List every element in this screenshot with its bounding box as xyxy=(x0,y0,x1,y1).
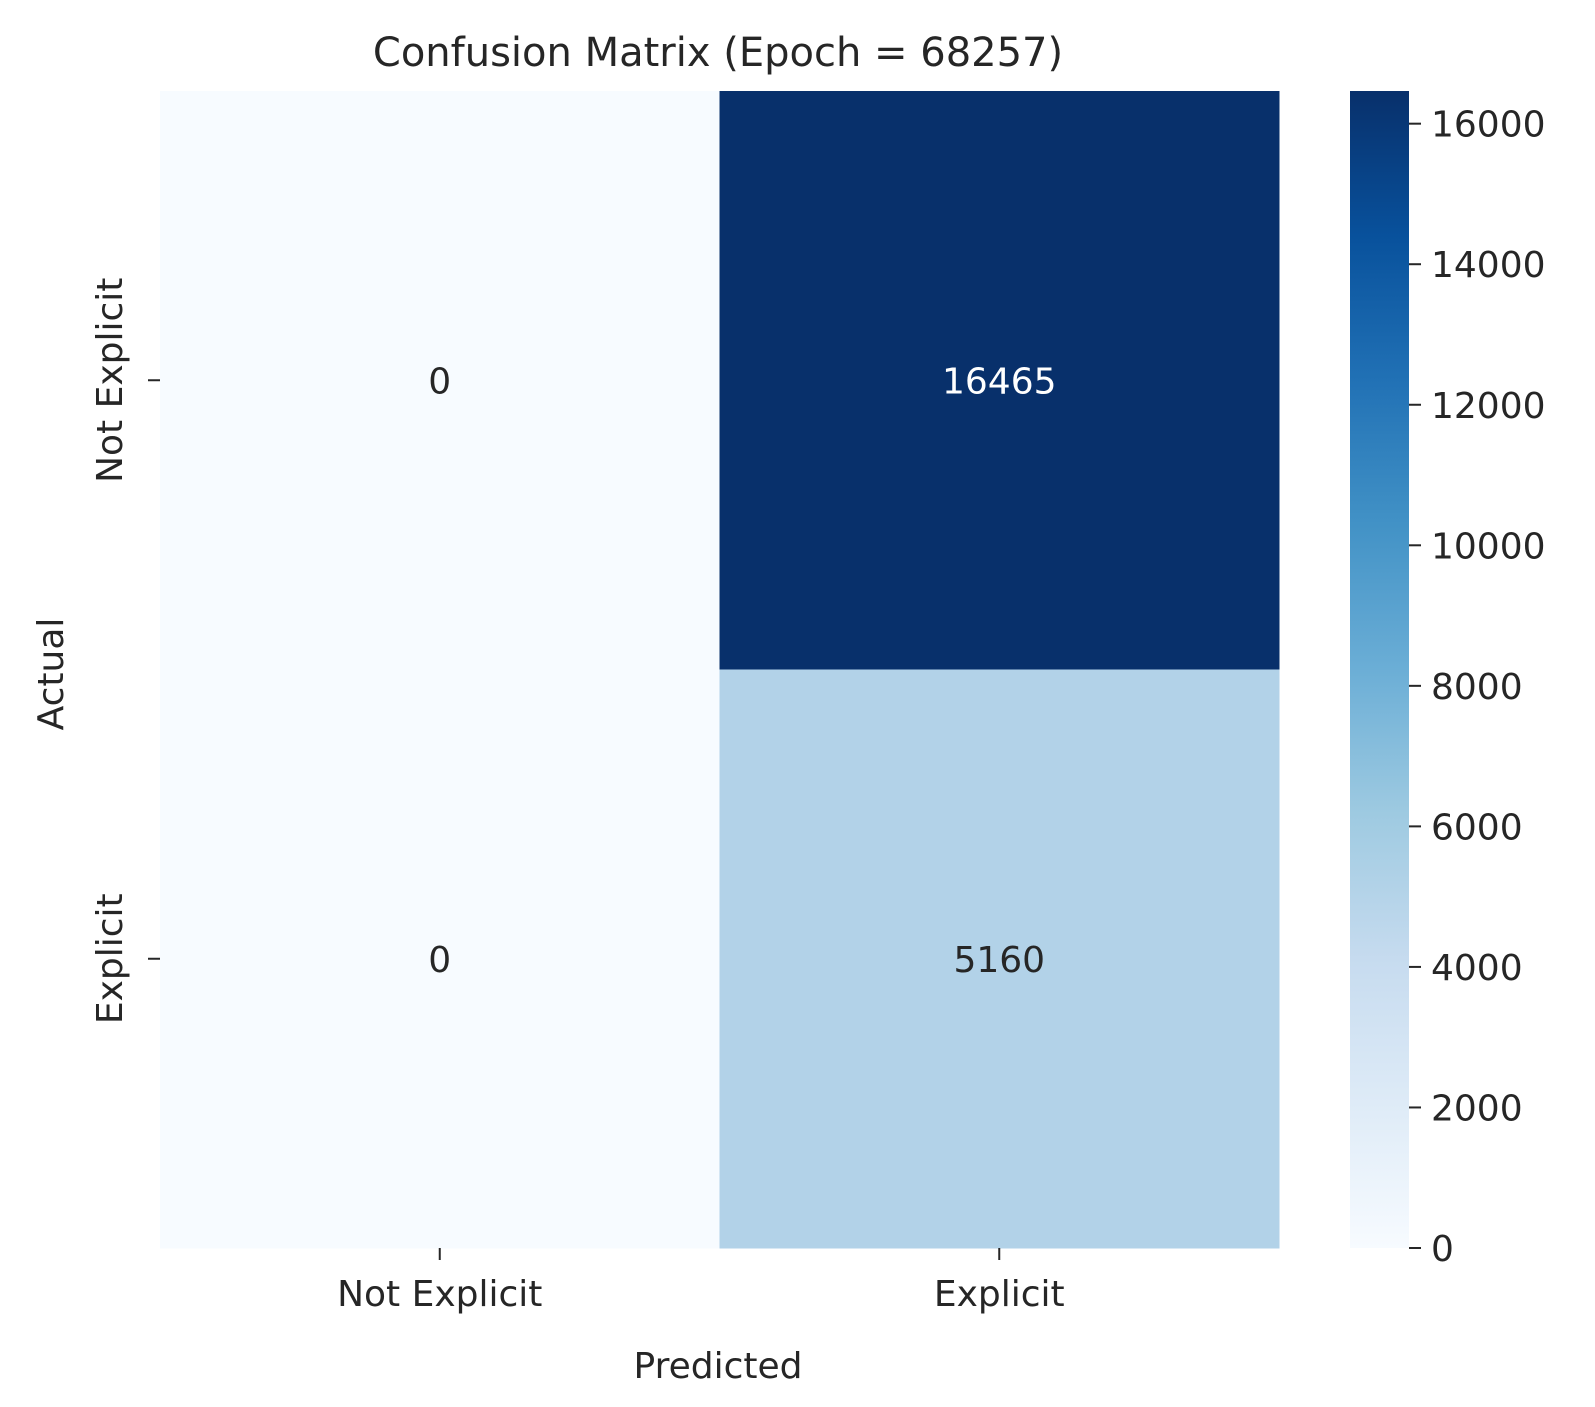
colorbar-tick-label: 8000 xyxy=(1431,667,1523,708)
y-tick-label: Explicit xyxy=(90,893,131,1024)
x-axis-label: Predicted xyxy=(634,1346,803,1387)
cell-annotations: 0 16465 0 5160 xyxy=(428,361,1056,981)
chart-title: Confusion Matrix (Epoch = 68257) xyxy=(373,30,1063,76)
colorbar-tick-label: 16000 xyxy=(1431,105,1546,146)
colorbar-tick-label: 14000 xyxy=(1431,245,1546,286)
colorbar-tick-label: 6000 xyxy=(1431,807,1523,848)
colorbar-tick-label: 2000 xyxy=(1431,1088,1523,1129)
colorbar-tick-label: 10000 xyxy=(1431,526,1546,567)
cell-value-label: 16465 xyxy=(942,361,1057,402)
cell-value-label: 5160 xyxy=(953,940,1045,981)
colorbar-ticks: 0 2000 4000 6000 8000 10000 12000 14000 16000 xyxy=(1409,105,1546,1270)
x-tick-label: Not Explicit xyxy=(337,1274,542,1315)
colorbar-tick-label: 0 xyxy=(1431,1229,1454,1270)
heatmap-cells xyxy=(160,91,1280,1249)
y-axis-label: Actual xyxy=(31,618,72,731)
colorbar xyxy=(1350,91,1409,1248)
heatmap-cell xyxy=(160,669,720,1249)
cell-value-label: 0 xyxy=(428,361,451,402)
cell-value-label: 0 xyxy=(428,940,451,981)
colorbar-tick-label: 4000 xyxy=(1431,948,1523,989)
heatmap-cell xyxy=(160,91,720,670)
heatmap-cell xyxy=(719,669,1280,1249)
x-axis: Not Explicit Explicit xyxy=(337,1248,1065,1315)
heatmap-cell xyxy=(719,91,1280,670)
y-tick-label: Not Explicit xyxy=(90,278,131,483)
y-axis: Not Explicit Explicit xyxy=(90,278,160,1024)
colorbar-tick-label: 12000 xyxy=(1431,386,1546,427)
x-tick-label: Explicit xyxy=(934,1274,1065,1315)
